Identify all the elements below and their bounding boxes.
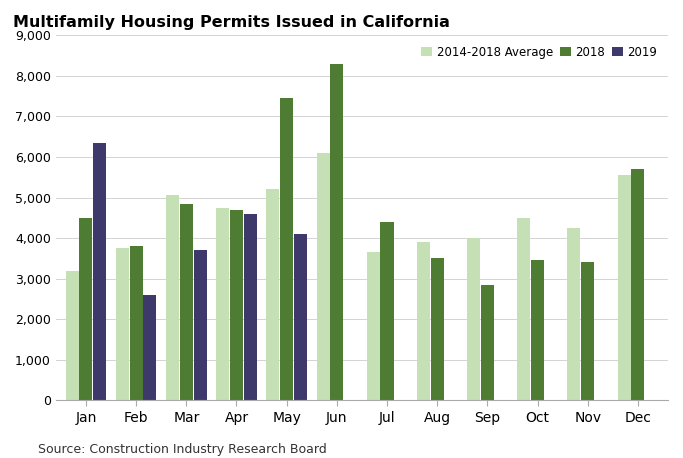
Bar — [116, 248, 129, 400]
Text: Multifamily Housing Permits Issued in California: Multifamily Housing Permits Issued in Ca… — [13, 15, 450, 30]
Bar — [217, 207, 229, 400]
Bar — [130, 246, 143, 400]
Bar — [294, 234, 307, 400]
Bar — [143, 295, 156, 400]
Bar — [94, 143, 107, 400]
Bar — [266, 190, 279, 400]
Bar — [581, 262, 594, 400]
Bar — [380, 222, 393, 400]
Bar — [431, 258, 444, 400]
Bar — [166, 196, 179, 400]
Bar — [367, 252, 380, 400]
Bar — [193, 250, 207, 400]
Bar — [280, 98, 293, 400]
Bar — [568, 228, 581, 400]
Bar — [79, 218, 92, 400]
Bar — [481, 285, 494, 400]
Bar — [617, 175, 630, 400]
Bar — [331, 64, 344, 400]
Bar — [517, 218, 530, 400]
Bar — [467, 238, 480, 400]
Bar — [244, 214, 257, 400]
Bar — [316, 153, 330, 400]
Bar — [230, 210, 243, 400]
Bar — [180, 204, 193, 400]
Bar — [66, 271, 79, 400]
Legend: 2014-2018 Average, 2018, 2019: 2014-2018 Average, 2018, 2019 — [417, 41, 662, 64]
Bar — [631, 169, 645, 400]
Bar — [531, 261, 544, 400]
Bar — [417, 242, 430, 400]
Text: Source: Construction Industry Research Board: Source: Construction Industry Research B… — [38, 443, 326, 457]
